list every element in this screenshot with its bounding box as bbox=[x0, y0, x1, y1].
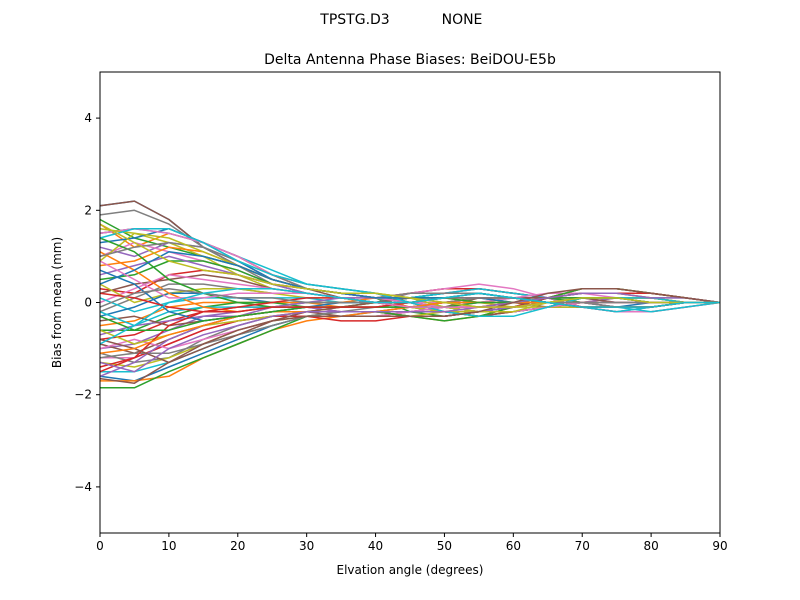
x-tick-label: 40 bbox=[368, 539, 383, 553]
x-axis-ticks: 0 10 20 30 40 50 60 70 80 90 bbox=[96, 533, 728, 553]
x-axis-label: Elvation angle (degrees) bbox=[337, 563, 484, 577]
series-line bbox=[99, 223, 720, 308]
chart-title: Delta Antenna Phase Biases: BeiDOU-E5b bbox=[264, 52, 556, 68]
x-tick-label: 90 bbox=[712, 539, 727, 553]
y-axis-ticks: −4 −2 0 2 4 bbox=[74, 111, 100, 494]
suptitle-right: NONE bbox=[442, 12, 483, 28]
x-tick-label: 0 bbox=[96, 539, 104, 553]
series-line bbox=[99, 292, 721, 373]
suptitle-left: TPSTG.D3 bbox=[319, 12, 389, 28]
x-tick-label: 20 bbox=[230, 539, 245, 553]
series-line bbox=[99, 287, 720, 345]
x-tick-label: 10 bbox=[161, 539, 176, 553]
y-tick-label: 0 bbox=[84, 296, 92, 310]
y-tick-label: −2 bbox=[74, 388, 92, 402]
x-tick-label: 60 bbox=[506, 539, 521, 553]
y-tick-label: 2 bbox=[84, 203, 92, 217]
x-tick-label: 30 bbox=[299, 539, 314, 553]
x-tick-label: 50 bbox=[437, 539, 452, 553]
y-axis-label: Bias from mean (mm) bbox=[50, 237, 64, 368]
series-lines bbox=[99, 200, 721, 389]
axes-frame bbox=[99, 71, 721, 534]
x-tick-label: 80 bbox=[643, 539, 658, 553]
series-line bbox=[99, 287, 721, 384]
y-tick-label: −4 bbox=[74, 480, 92, 494]
y-tick-label: 4 bbox=[84, 111, 92, 125]
x-tick-label: 70 bbox=[575, 539, 590, 553]
